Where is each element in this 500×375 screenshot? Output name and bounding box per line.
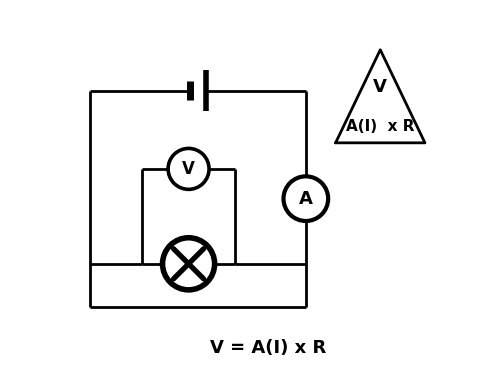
Text: V = A(I) x R: V = A(I) x R [210, 339, 326, 357]
Text: A: A [299, 190, 313, 208]
Circle shape [284, 176, 328, 221]
Circle shape [162, 238, 214, 290]
Circle shape [168, 148, 209, 189]
Text: V: V [182, 160, 195, 178]
Text: V: V [374, 78, 387, 96]
Text: A(I)  x R: A(I) x R [346, 118, 414, 134]
